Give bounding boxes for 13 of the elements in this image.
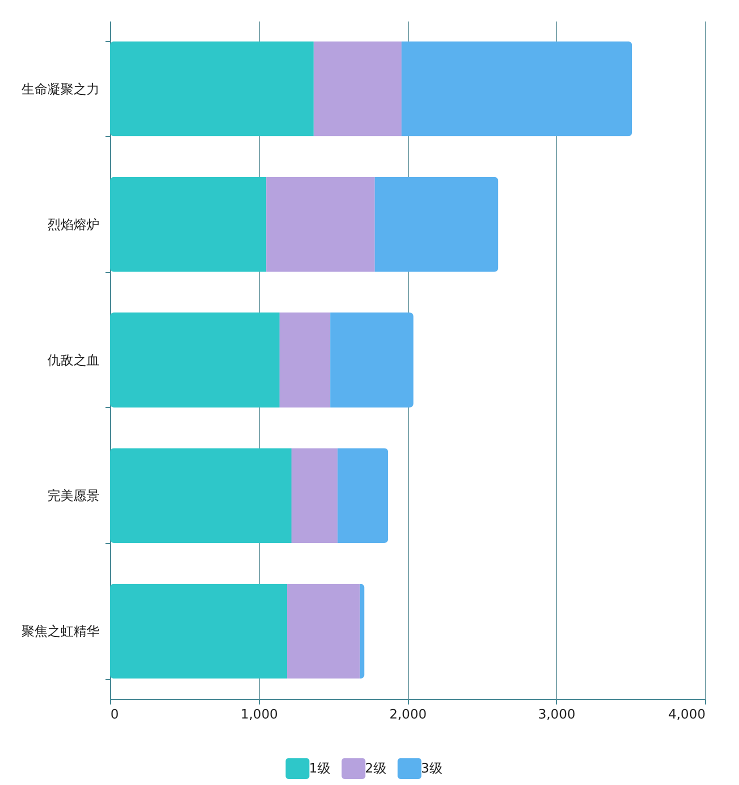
x-tick-label: 4,000: [668, 708, 706, 722]
x-tick-label: 0: [110, 708, 119, 722]
y-tick-label: 烈焰熔炉: [48, 218, 100, 233]
legend-label: 2级: [365, 762, 386, 777]
y-tick-label: 聚焦之虹精华: [22, 624, 100, 640]
y-tick-label: 生命凝聚之力: [22, 82, 100, 98]
legend-label: 1级: [309, 762, 330, 777]
y-tick-label: 完美愿景: [48, 488, 100, 504]
legend-label: 3级: [421, 762, 442, 777]
x-tick-label: 1,000: [240, 708, 278, 722]
x-tick-label: 3,000: [538, 708, 576, 722]
x-tick-label: 2,000: [389, 708, 427, 722]
y-tick-label: 仇敌之血: [48, 354, 100, 368]
